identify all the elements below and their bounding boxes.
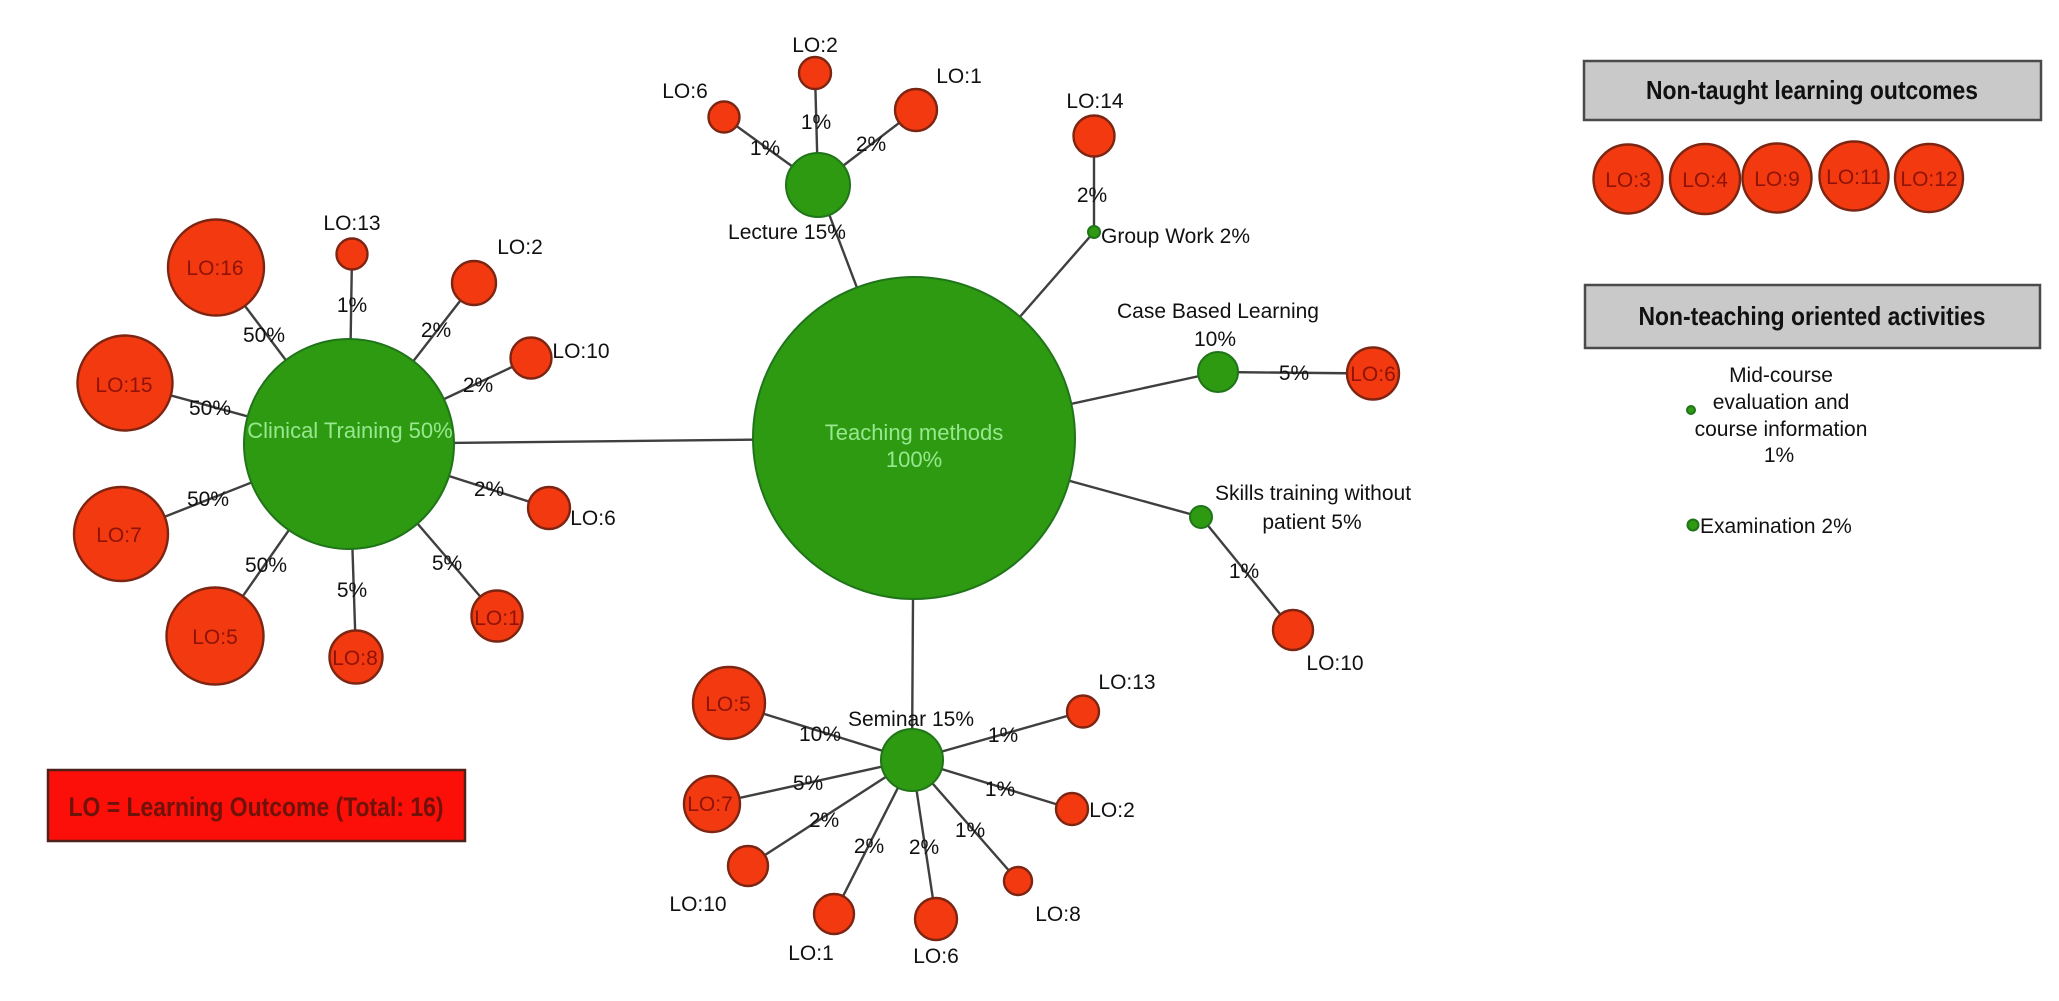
svg-text:Mid-course: Mid-course [1729,364,1833,387]
svg-text:LO:11: LO:11 [1826,166,1882,189]
svg-text:LO:9: LO:9 [1754,168,1800,191]
svg-text:LO:1: LO:1 [788,942,834,965]
svg-text:2%: 2% [463,374,493,397]
svg-text:1%: 1% [955,819,985,842]
svg-text:5%: 5% [432,552,462,575]
svg-text:1%: 1% [801,111,831,134]
svg-text:LO:6: LO:6 [1350,363,1396,386]
svg-text:LO:5: LO:5 [192,626,238,649]
svg-text:Non-teaching oriented activiti: Non-teaching oriented activities [1639,301,1986,331]
svg-text:Lecture 15%: Lecture 15% [728,221,846,244]
svg-text:1%: 1% [988,724,1018,747]
svg-text:1%: 1% [985,778,1015,801]
svg-text:5%: 5% [793,772,823,795]
svg-text:2%: 2% [809,809,839,832]
svg-text:LO:10: LO:10 [669,893,726,916]
svg-text:LO:4: LO:4 [1682,169,1728,192]
svg-text:LO:6: LO:6 [913,945,959,968]
svg-text:2%: 2% [909,836,939,859]
svg-text:LO = Learning Outcome (Total:: LO = Learning Outcome (Total: 16) [69,792,444,822]
svg-text:LO:5: LO:5 [705,693,751,716]
svg-text:100%: 100% [886,447,942,472]
svg-text:Skills training without: Skills training without [1215,482,1411,505]
svg-text:5%: 5% [337,579,367,602]
svg-text:LO:8: LO:8 [1035,903,1081,926]
svg-text:Teaching methods: Teaching methods [825,420,1004,445]
svg-text:LO:13: LO:13 [1098,671,1155,694]
svg-text:50%: 50% [189,397,231,420]
svg-text:10%: 10% [1194,328,1236,351]
svg-text:LO:10: LO:10 [1306,652,1363,675]
svg-text:10%: 10% [799,723,841,746]
svg-text:LO:13: LO:13 [323,212,380,235]
svg-text:LO:2: LO:2 [792,34,838,57]
svg-text:LO:6: LO:6 [570,507,616,530]
svg-text:2%: 2% [1077,184,1107,207]
svg-text:5%: 5% [1279,362,1309,385]
svg-text:LO:2: LO:2 [497,236,543,259]
svg-text:patient 5%: patient 5% [1262,511,1361,534]
svg-text:2%: 2% [421,319,451,342]
svg-text:LO:2: LO:2 [1089,799,1135,822]
svg-text:LO:3: LO:3 [1605,169,1651,192]
svg-text:1%: 1% [1229,560,1259,583]
svg-text:Non-taught learning outcomes: Non-taught learning outcomes [1646,75,1978,105]
svg-text:Examination 2%: Examination 2% [1700,515,1852,538]
svg-text:50%: 50% [245,554,287,577]
svg-text:2%: 2% [856,133,886,156]
svg-text:course information: course information [1695,418,1868,441]
svg-text:Case Based Learning: Case Based Learning [1117,300,1319,323]
svg-text:LO:7: LO:7 [687,793,733,816]
svg-text:LO:12: LO:12 [1900,168,1957,191]
svg-text:1%: 1% [750,137,780,160]
svg-text:Clinical Training 50%: Clinical Training 50% [247,418,452,443]
svg-text:2%: 2% [474,478,504,501]
svg-text:LO:15: LO:15 [95,374,152,397]
svg-text:50%: 50% [187,488,229,511]
svg-text:LO:1: LO:1 [936,65,982,88]
svg-text:LO:6: LO:6 [662,80,708,103]
svg-text:Group Work 2%: Group Work 2% [1101,225,1250,248]
svg-text:2%: 2% [854,835,884,858]
svg-text:LO:10: LO:10 [552,340,609,363]
svg-text:LO:16: LO:16 [186,257,243,280]
svg-text:Seminar 15%: Seminar 15% [848,708,974,731]
svg-text:LO:7: LO:7 [96,524,142,547]
svg-text:evaluation and: evaluation and [1713,391,1850,414]
svg-text:1%: 1% [1764,444,1794,467]
svg-text:LO:14: LO:14 [1066,90,1124,113]
svg-text:1%: 1% [337,294,367,317]
svg-text:50%: 50% [243,324,285,347]
svg-text:LO:8: LO:8 [332,647,378,670]
svg-text:LO:1: LO:1 [474,607,520,630]
